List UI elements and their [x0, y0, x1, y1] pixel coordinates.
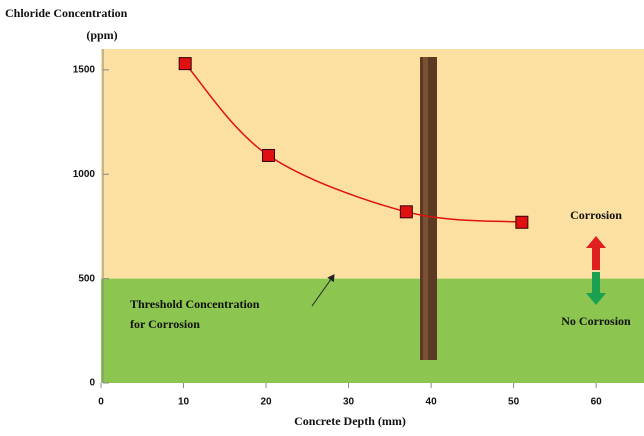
zone-above — [101, 49, 644, 279]
x-tick-label: 10 — [178, 397, 190, 408]
marker — [400, 206, 412, 218]
x-tick-label: 20 — [260, 397, 272, 408]
annotation: No Corrosion — [561, 314, 631, 328]
x-tick-label: 40 — [426, 397, 438, 408]
annotation: Threshold Concentration — [130, 297, 260, 311]
x-tick-label: 60 — [591, 397, 603, 408]
y-tick-label: 0 — [89, 378, 95, 389]
chart: Chloride Concentration (ppm) Concrete De… — [0, 0, 644, 436]
marker — [179, 58, 191, 70]
page: {"chart_data": {"type": "line", "title":… — [0, 0, 644, 436]
rebar-highlight — [423, 57, 428, 360]
y-tick-label: 1500 — [73, 65, 96, 76]
y-tick-label: 500 — [78, 273, 95, 284]
annotation: Corrosion — [570, 208, 622, 222]
y-tick-label: 1000 — [73, 169, 96, 180]
zone-below — [101, 279, 644, 383]
marker — [516, 216, 528, 228]
x-tick-label: 50 — [508, 397, 520, 408]
marker — [263, 149, 275, 161]
x-title: Concrete Depth (mm) — [294, 414, 406, 428]
annotation: for Corrosion — [130, 317, 200, 331]
x-tick-label: 30 — [343, 397, 355, 408]
x-tick-label: 0 — [98, 397, 104, 408]
y-title: Chloride Concentration — [5, 6, 128, 20]
rebar — [420, 57, 437, 360]
y-title: (ppm) — [86, 28, 117, 42]
